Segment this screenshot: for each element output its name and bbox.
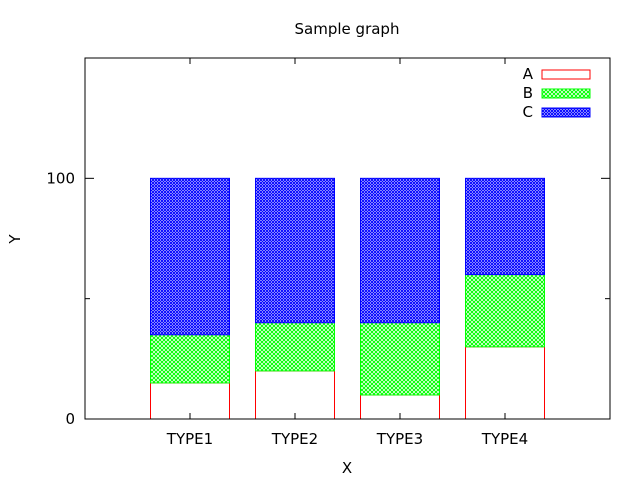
bar-b-type1 [150, 334, 230, 384]
legend-label-c: C [523, 103, 533, 121]
y-tick-label: 0 [65, 410, 75, 428]
legend-swatch-a [541, 69, 591, 80]
chart-title: Sample graph [295, 20, 400, 38]
ticks-layer: TYPE1 TYPE2 TYPE3 TYPE4 0 100 [46, 58, 610, 448]
bar-c-type4 [465, 177, 545, 276]
bar-c-type1 [150, 177, 230, 336]
bar-a-type4 [465, 346, 545, 420]
legend-label-b: B [523, 84, 533, 102]
bars-layer [150, 177, 545, 420]
x-tick-label: TYPE4 [481, 430, 528, 448]
legend: ABC [523, 65, 591, 121]
y-axis-label: Y [6, 234, 24, 245]
bar-b-type2 [255, 322, 335, 372]
bar-a-type2 [255, 370, 335, 420]
legend-swatch-b [541, 88, 591, 99]
bar-b-type3 [360, 322, 440, 396]
x-tick-label: TYPE3 [376, 430, 423, 448]
bar-c-type2 [255, 177, 335, 324]
bar-c-type3 [360, 177, 440, 324]
bar-b-type4 [465, 274, 545, 348]
x-tick-label: TYPE1 [166, 430, 213, 448]
y-tick-label: 100 [46, 169, 75, 187]
x-tick-label: TYPE2 [271, 430, 318, 448]
x-axis-label: X [342, 459, 352, 477]
legend-label-a: A [523, 65, 534, 83]
legend-swatch-c [541, 107, 591, 118]
plot-frame [84, 57, 611, 420]
